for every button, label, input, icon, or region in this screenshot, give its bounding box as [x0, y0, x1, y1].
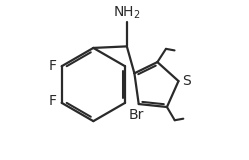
- Text: Br: Br: [129, 108, 144, 121]
- Text: S: S: [182, 74, 191, 88]
- Text: F: F: [49, 59, 57, 73]
- Text: NH$_2$: NH$_2$: [113, 4, 141, 21]
- Text: F: F: [49, 94, 57, 108]
